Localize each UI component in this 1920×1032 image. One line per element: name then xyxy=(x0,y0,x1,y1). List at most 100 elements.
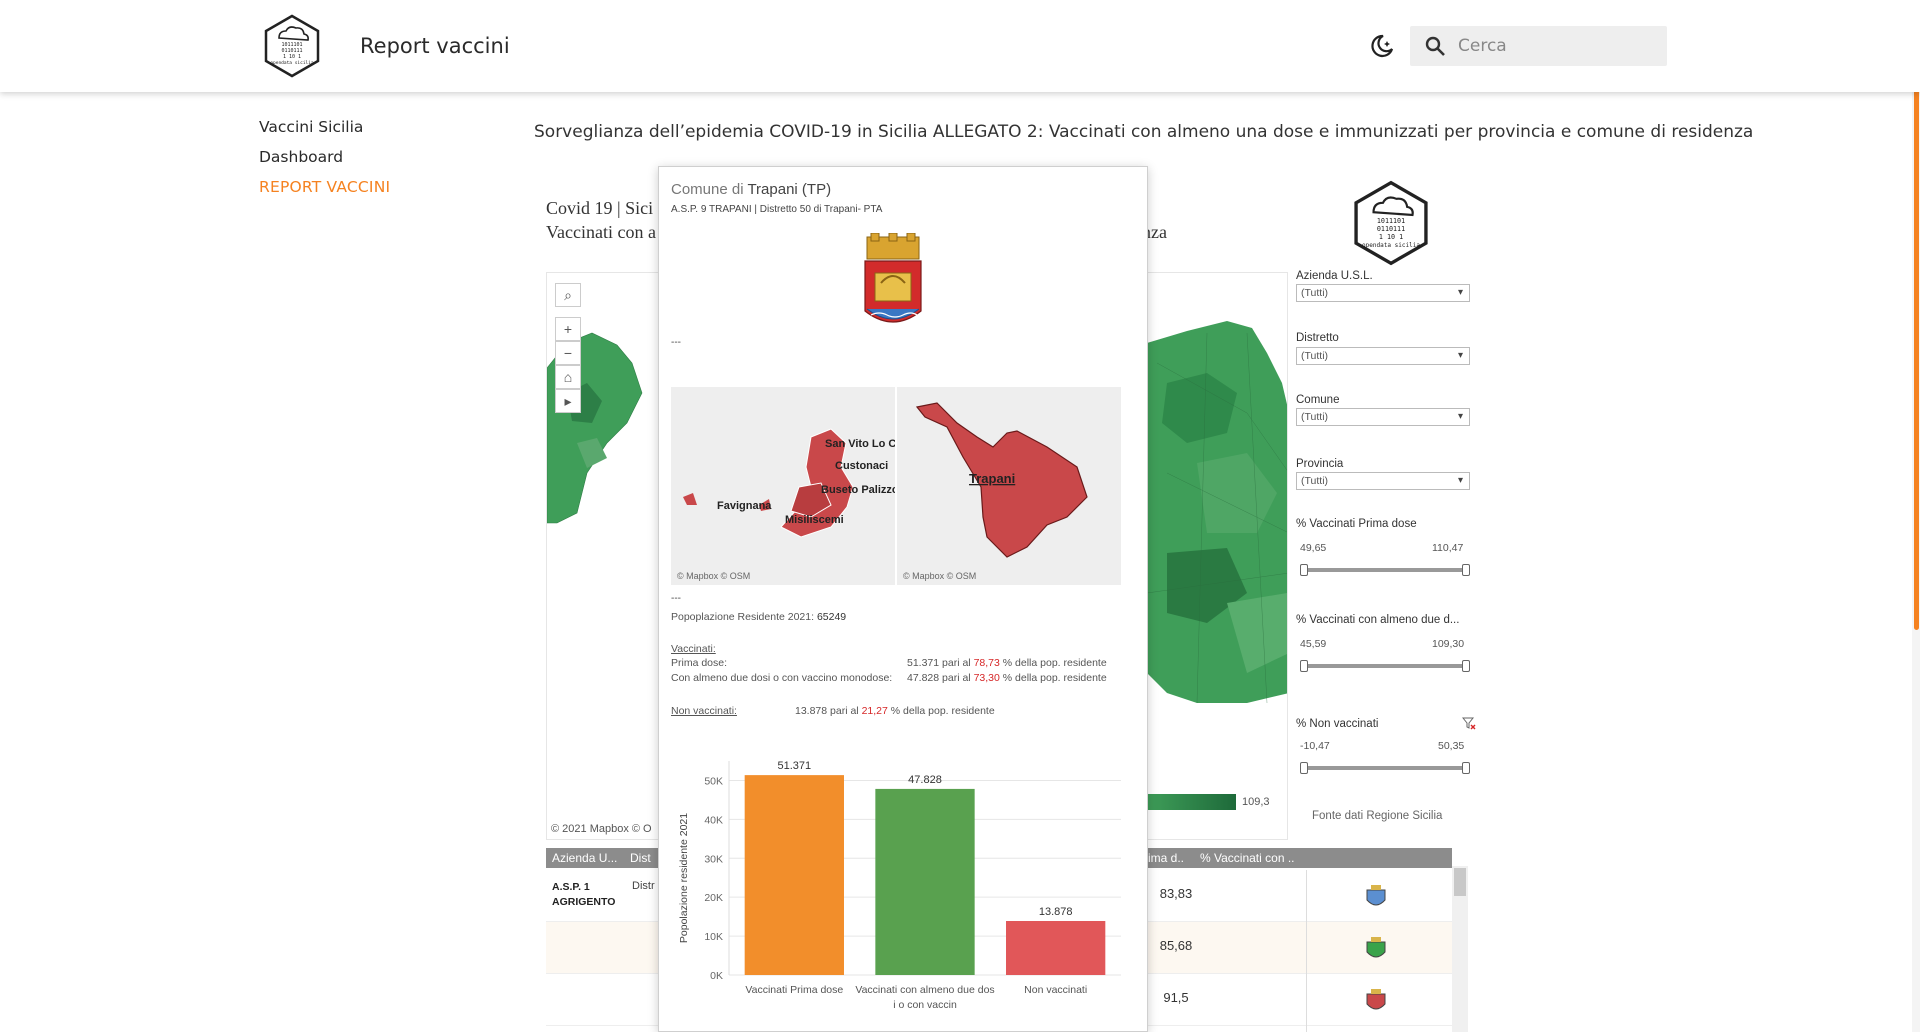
slider-due-max-handle[interactable] xyxy=(1462,660,1470,672)
svg-text:1 10 1: 1 10 1 xyxy=(1379,233,1403,241)
bar-value-label: 13.878 xyxy=(1039,906,1073,918)
zoom-out-icon[interactable]: − xyxy=(555,341,581,365)
slider-non-track[interactable] xyxy=(1304,766,1466,770)
slider-non-min: -10,47 xyxy=(1300,740,1330,752)
tooltip-separator: --- xyxy=(671,593,681,604)
slider-prima-min: 49,65 xyxy=(1300,542,1327,554)
site-header: 1011101 0110111 1 10 1 opendata sicilia … xyxy=(0,0,1920,92)
comune-mini-map-shapes: Trapani xyxy=(897,387,1121,585)
home-icon[interactable]: ⌂ xyxy=(555,365,581,389)
search-box[interactable] xyxy=(1410,26,1667,66)
dashboard-opendata-logo: 1011101 0110111 1 10 1 opendata sicilia xyxy=(1354,180,1428,266)
table-scrollbar[interactable] xyxy=(1452,866,1468,1032)
district-mini-map[interactable]: San Vito Lo Ca Custonaci Buseto Palizzo … xyxy=(671,387,895,585)
slider-due-max: 109,30 xyxy=(1432,638,1465,650)
comune-tooltip: Comune di Trapani (TP) A.S.P. 9 TRAPANI … xyxy=(658,166,1148,1032)
page-scrollbar-thumb[interactable] xyxy=(1914,78,1919,630)
map-label-trapani: Trapani xyxy=(969,471,1015,486)
site-title[interactable]: Report vaccini xyxy=(360,34,510,58)
y-tick-label: 10K xyxy=(704,931,723,943)
column-divider xyxy=(1306,870,1307,1032)
tooltip-non-label: Non vaccinati: xyxy=(671,705,737,717)
tooltip-subtitle: A.S.P. 9 TRAPANI | Distretto 50 di Trapa… xyxy=(671,204,883,215)
cell-value: 83,83 xyxy=(1159,886,1193,901)
x-category-label: Vaccinati con almeno due dos xyxy=(855,984,994,996)
filter-azienda-select[interactable]: (Tutti) xyxy=(1296,284,1470,302)
map-toolbar: ⌕ + − ⌂ ▸ xyxy=(555,283,581,413)
cell-asp: A.S.P. 1 AGRIGENTO xyxy=(552,881,616,908)
filter-provincia-select[interactable]: (Tutti) xyxy=(1296,472,1470,490)
slider-prima-max-handle[interactable] xyxy=(1462,564,1470,576)
dark-mode-moon-icon[interactable] xyxy=(1368,32,1396,60)
district-mini-map-shapes: San Vito Lo Ca Custonaci Buseto Palizzo … xyxy=(671,387,895,585)
nav-item-report-vaccini[interactable]: REPORT VACCINI xyxy=(259,178,391,196)
table-scrollbar-thumb[interactable] xyxy=(1454,868,1466,896)
search-input[interactable] xyxy=(1458,32,1658,60)
map-label-sanvito: San Vito Lo Ca xyxy=(825,438,895,450)
slider-non-min-handle[interactable] xyxy=(1300,762,1308,774)
comune-mini-map[interactable]: Trapani © Mapbox © OSM xyxy=(897,387,1121,585)
map-credit: © 2021 Mapbox © O xyxy=(551,823,652,835)
y-tick-label: 30K xyxy=(704,853,723,865)
tooltip-non-values: 13.878 pari al 21,27 % della pop. reside… xyxy=(795,705,995,717)
sidebar-nav: Vaccini Sicilia Dashboard REPORT VACCINI xyxy=(259,118,390,208)
x-category-label: i o con vaccin xyxy=(893,999,957,1011)
tooltip-prima-values: 51.371 pari al 78,73 % della pop. reside… xyxy=(907,657,1107,669)
slider-prima-label: % Vaccinati Prima dose xyxy=(1296,518,1417,530)
search-icon xyxy=(1425,36,1445,56)
col-due-dosi[interactable]: % Vaccinati con .. xyxy=(1200,851,1295,865)
vaccination-bar-chart: 0K 10K 20K 30K 40K 50K Popolazione residente 2… xyxy=(678,760,1121,1011)
slider-non-max: 50,35 xyxy=(1438,740,1465,752)
svg-text:1 10 1: 1 10 1 xyxy=(283,54,301,60)
svg-text:0110111: 0110111 xyxy=(281,48,302,54)
data-source-note: Fonte dati Regione Sicilia xyxy=(1312,810,1443,822)
y-tick-label: 20K xyxy=(704,892,723,904)
filter-comune-select[interactable]: (Tutti) xyxy=(1296,408,1470,426)
slider-non-label: % Non vaccinati xyxy=(1296,718,1379,730)
col-azienda[interactable]: Azienda U... xyxy=(552,851,618,865)
nav-item-vaccini-sicilia[interactable]: Vaccini Sicilia xyxy=(259,118,364,136)
col-prima-dose[interactable]: rima d.. xyxy=(1144,851,1185,865)
tooltip-prima-label: Prima dose: xyxy=(671,657,728,669)
tooltip-separator: --- xyxy=(671,337,681,348)
trapani-coat-of-arms-icon xyxy=(864,233,922,323)
x-category-label: Vaccinati Prima dose xyxy=(745,984,843,996)
comune-mini-map-credit: © Mapbox © OSM xyxy=(903,571,977,581)
nav-item-dashboard[interactable]: Dashboard xyxy=(259,148,344,166)
tooltip-vaccinati-heading: Vaccinati: xyxy=(671,643,716,655)
cell-distretto: Distr xyxy=(632,880,655,892)
map-search-icon[interactable]: ⌕ xyxy=(555,283,581,307)
slider-prima-track[interactable] xyxy=(1304,568,1466,572)
filter-distretto-select[interactable]: (Tutti) xyxy=(1296,347,1470,365)
bar-value-label: 47.828 xyxy=(908,774,942,786)
y-tick-label: 0K xyxy=(710,970,723,982)
dashboard-title-line1: Covid 19 | Sici xyxy=(546,198,654,218)
page-scrollbar[interactable] xyxy=(1912,0,1920,1032)
legend-max-value: 109,3 xyxy=(1242,796,1270,808)
tooltip-due-values: 47.828 pari al 73,30 % della pop. reside… xyxy=(907,672,1107,684)
comune-crest-icon xyxy=(1366,989,1386,1010)
filter-provincia-label: Provincia xyxy=(1296,458,1344,470)
tooltip-due-label: Con almeno due dosi o con vaccino monodo… xyxy=(671,672,893,684)
bar-1 xyxy=(875,788,975,975)
clear-filter-icon[interactable] xyxy=(1462,716,1476,730)
slider-due-min-handle[interactable] xyxy=(1300,660,1308,672)
opendata-sicilia-logo[interactable]: 1011101 0110111 1 10 1 opendata sicilia xyxy=(262,14,322,78)
slider-non-max-handle[interactable] xyxy=(1462,762,1470,774)
slider-due-label: % Vaccinati con almeno due d... xyxy=(1296,614,1460,626)
play-arrow-icon[interactable]: ▸ xyxy=(555,389,581,413)
cell-value: 91,5 xyxy=(1163,990,1189,1005)
bar-value-label: 51.371 xyxy=(778,760,812,772)
filter-distretto-label: Distretto xyxy=(1296,332,1339,344)
tooltip-population: Popoplazione Residente 2021: 65249 xyxy=(671,611,847,623)
slider-prima-min-handle[interactable] xyxy=(1300,564,1308,576)
slider-due-track[interactable] xyxy=(1304,664,1466,668)
map-shapes xyxy=(547,321,1287,704)
col-distretto[interactable]: Dist xyxy=(630,851,651,865)
filter-comune-label: Comune xyxy=(1296,394,1340,406)
mini-map-credit: © Mapbox © OSM xyxy=(677,571,751,581)
svg-text:opendata sicilia: opendata sicilia xyxy=(1362,242,1420,249)
slider-due-min: 45,59 xyxy=(1300,638,1327,650)
svg-text:1011101: 1011101 xyxy=(281,42,302,48)
zoom-in-icon[interactable]: + xyxy=(555,317,581,341)
